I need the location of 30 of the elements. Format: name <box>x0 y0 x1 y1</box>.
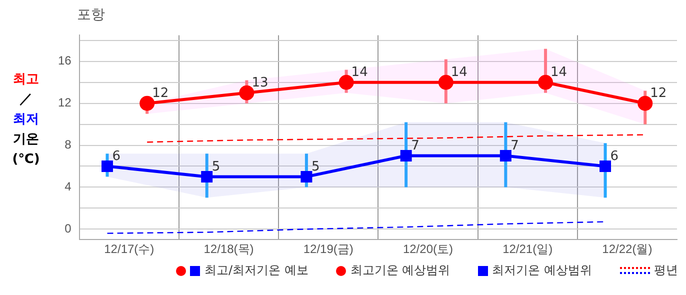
legend-label: 최고기온 예상범위 <box>350 262 450 279</box>
data-label: 14 <box>351 65 368 80</box>
data-label: 6 <box>112 149 121 164</box>
x-tick-label: 12/21(일) <box>502 242 553 256</box>
x-tick-label: 12/19(금) <box>303 242 354 256</box>
legend-title: 최고/최저기온 예보 <box>204 262 308 279</box>
data-label: 14 <box>550 65 568 80</box>
data-label: 7 <box>411 138 420 154</box>
data-label: 5 <box>311 160 320 175</box>
data-label: 14 <box>450 65 468 80</box>
y-tick-label: 4 <box>64 180 72 194</box>
legend-label: 최저기온 예상범위 <box>492 262 592 279</box>
legend-label: 평년 <box>654 262 678 279</box>
y-axis-title: 최고 ／ 최저 기온 (℃) <box>11 71 41 169</box>
data-label: 12 <box>152 86 169 102</box>
y-tick-label: 8 <box>64 138 72 152</box>
x-tick-label: 12/22(월) <box>602 242 652 256</box>
x-tick-label: 12/20(토) <box>402 242 453 256</box>
y-tick-label: 0 <box>64 221 72 236</box>
y-tick-label: 12 <box>58 96 72 110</box>
data-label: 7 <box>510 138 519 154</box>
x-tick-label: 12/18(목) <box>204 242 254 256</box>
line-series <box>106 221 606 234</box>
chart-title: 포항 <box>77 6 105 24</box>
y-tick-label: 16 <box>58 54 72 68</box>
data-label: 12 <box>650 86 667 102</box>
x-tick-label: 12/17(수) <box>104 242 154 256</box>
data-label: 13 <box>252 76 268 91</box>
data-label: 6 <box>610 149 619 164</box>
data-label: 5 <box>212 160 220 175</box>
